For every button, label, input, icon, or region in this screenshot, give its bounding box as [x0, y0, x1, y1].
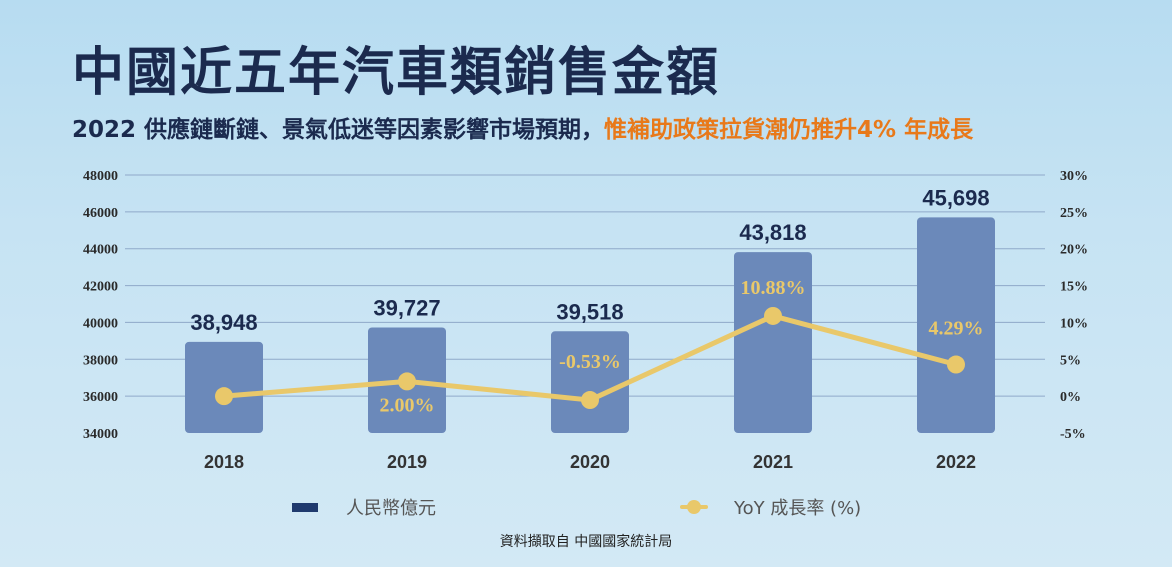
right-tick-label: 5%	[1060, 353, 1081, 368]
yoy-point	[581, 391, 599, 410]
left-tick-label: 48000	[83, 169, 118, 184]
left-tick-label: 38000	[83, 353, 118, 368]
bar-value-label: 39,518	[556, 299, 623, 324]
x-tick-label: 2018	[204, 452, 244, 472]
bar-value-label: 38,948	[190, 310, 257, 335]
page-title: 中國近五年汽車類銷售金額	[72, 43, 721, 103]
x-tick-label: 2019	[387, 452, 427, 472]
bar-value-label: 39,727	[373, 295, 440, 320]
right-tick-label: 25%	[1060, 206, 1088, 221]
x-tick-label: 2022	[936, 452, 976, 472]
left-tick-label: 42000	[83, 280, 118, 295]
yoy-label: 4.29%	[929, 318, 984, 340]
right-tick-label: -5%	[1060, 427, 1086, 442]
yoy-point	[398, 372, 416, 391]
subtitle: 2022 供應鏈斷鏈、景氣低迷等因素影響市場預期，惟補助政策拉貨潮仍推升4% 年…	[72, 110, 973, 144]
yoy-point	[947, 355, 965, 374]
yoy-label: 2.00%	[380, 394, 435, 416]
legend-item-bar: 人民幣億元	[292, 494, 436, 520]
legend-bar-swatch	[292, 502, 318, 512]
x-tick-label: 2021	[753, 452, 793, 472]
bar-value-label: 45,698	[922, 185, 989, 210]
right-tick-label: 30%	[1060, 169, 1088, 184]
bar-value-label: 43,818	[739, 220, 806, 245]
legend-line-label: YoY 成長率 (%)	[734, 498, 862, 519]
source-note: 資料擷取自 中國國家統計局	[499, 534, 673, 550]
right-tick-label: 0%	[1060, 390, 1081, 405]
left-tick-label: 46000	[83, 206, 118, 221]
left-tick-label: 34000	[83, 427, 118, 442]
bar	[917, 217, 995, 433]
yoy-label: -0.53%	[559, 351, 621, 373]
left-tick-label: 44000	[83, 243, 118, 258]
right-tick-label: 15%	[1060, 280, 1088, 295]
subtitle-highlight: 惟補助政策拉貨潮仍推升4% 年成長	[604, 117, 974, 143]
x-tick-label: 2020	[570, 452, 610, 472]
legend-bar-label: 人民幣億元	[346, 498, 436, 519]
legend-line-swatch	[680, 500, 708, 514]
subtitle-main: 2022 供應鏈斷鏈、景氣低迷等因素影響市場預期，	[72, 117, 605, 143]
yoy-point	[215, 387, 233, 406]
bar	[551, 331, 629, 433]
yoy-label: 10.88%	[741, 277, 806, 299]
left-tick-label: 36000	[83, 390, 118, 405]
legend-item-line: YoY 成長率 (%)	[680, 494, 861, 520]
right-tick-label: 10%	[1060, 316, 1088, 331]
yoy-point	[764, 306, 782, 325]
bar	[734, 252, 812, 433]
left-tick-label: 40000	[83, 316, 118, 331]
right-tick-label: 20%	[1060, 243, 1088, 258]
